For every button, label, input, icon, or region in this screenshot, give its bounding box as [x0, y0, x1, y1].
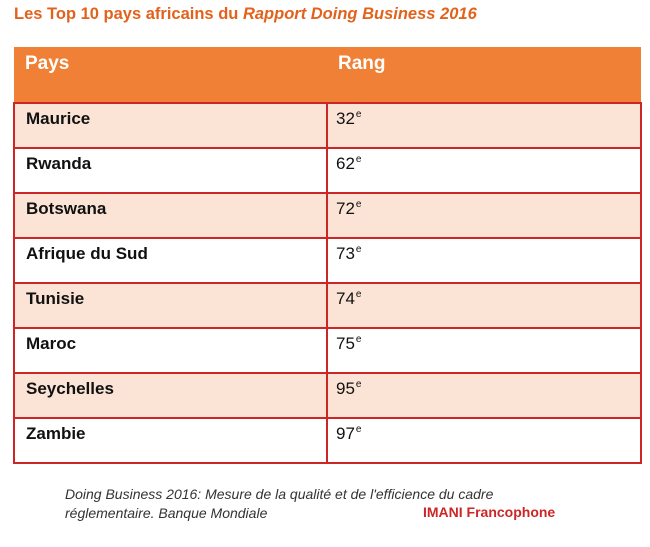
rank-suffix: e	[355, 244, 362, 255]
country-cell: Maurice	[13, 102, 328, 149]
page-title: Les Top 10 pays africains du Rapport Doi…	[14, 5, 477, 24]
rank-cell: 32e	[326, 102, 642, 149]
rank-value: 97	[336, 424, 355, 443]
country-cell: Maroc	[13, 327, 328, 374]
rank-value: 75	[336, 334, 355, 353]
title-prefix: Les Top 10 pays africains du	[14, 5, 243, 23]
rank-cell: 97e	[326, 417, 642, 464]
country-cell: Zambie	[13, 417, 328, 464]
table-row: Maroc 75e	[13, 327, 642, 374]
rank-suffix: e	[355, 379, 362, 390]
rank-cell: 72e	[326, 192, 642, 239]
rank-suffix: e	[355, 154, 362, 165]
country-cell: Afrique du Sud	[13, 237, 328, 284]
ranking-table: Pays Rang Maurice 32e Rwanda 62e Botswan…	[13, 47, 642, 464]
table-row: Rwanda 62e	[13, 147, 642, 194]
table-row: Zambie 97e	[13, 417, 642, 464]
country-cell: Botswana	[13, 192, 328, 239]
rank-suffix: e	[355, 109, 362, 120]
rank-value: 32	[336, 109, 355, 128]
rank-cell: 74e	[326, 282, 642, 329]
rank-cell: 95e	[326, 372, 642, 419]
column-header-country: Pays	[14, 47, 327, 103]
rank-value: 72	[336, 199, 355, 218]
rank-value: 73	[336, 244, 355, 263]
credit-label: IMANI Francophone	[423, 504, 556, 520]
caption-line: Doing Business 2016: Mesure de la qualit…	[65, 486, 494, 502]
rank-suffix: e	[355, 424, 362, 435]
rank-value: 62	[336, 154, 355, 173]
rank-suffix: e	[355, 199, 362, 210]
table-row: Botswana 72e	[13, 192, 642, 239]
country-cell: Seychelles	[13, 372, 328, 419]
rank-cell: 73e	[326, 237, 642, 284]
rank-cell: 62e	[326, 147, 642, 194]
table-row: Seychelles 95e	[13, 372, 642, 419]
table-header-row: Pays Rang	[14, 47, 641, 103]
rank-value: 74	[336, 289, 355, 308]
country-cell: Tunisie	[13, 282, 328, 329]
column-header-rank: Rang	[327, 47, 641, 103]
rank-value: 95	[336, 379, 355, 398]
table-row: Maurice 32e	[13, 102, 642, 149]
rank-suffix: e	[355, 334, 362, 345]
title-emphasis: Rapport Doing Business 2016	[242, 5, 477, 23]
source-caption: Doing Business 2016: Mesure de la qualit…	[65, 485, 493, 523]
caption-line: réglementaire. Banque Mondiale	[65, 505, 268, 521]
table-row: Afrique du Sud 73e	[13, 237, 642, 284]
country-cell: Rwanda	[13, 147, 328, 194]
table-row: Tunisie 74e	[13, 282, 642, 329]
rank-cell: 75e	[326, 327, 642, 374]
rank-suffix: e	[355, 289, 362, 300]
